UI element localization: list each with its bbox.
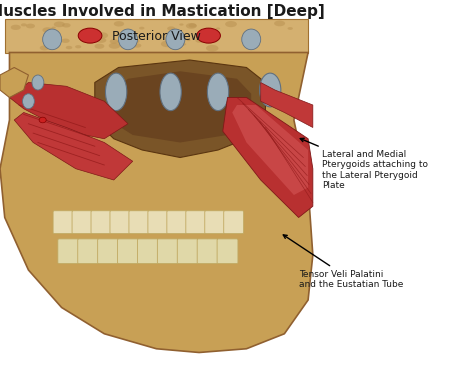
Ellipse shape	[26, 24, 35, 28]
FancyBboxPatch shape	[217, 239, 238, 264]
Ellipse shape	[156, 32, 160, 34]
Ellipse shape	[114, 21, 124, 27]
Ellipse shape	[50, 39, 57, 43]
FancyBboxPatch shape	[118, 239, 138, 264]
Ellipse shape	[216, 27, 220, 30]
Ellipse shape	[197, 28, 220, 43]
Ellipse shape	[242, 29, 261, 50]
Ellipse shape	[54, 21, 65, 27]
Ellipse shape	[105, 73, 127, 111]
Ellipse shape	[179, 23, 183, 26]
FancyBboxPatch shape	[72, 211, 92, 234]
Ellipse shape	[139, 27, 145, 30]
Ellipse shape	[245, 42, 250, 45]
Ellipse shape	[133, 44, 141, 48]
Ellipse shape	[186, 39, 191, 41]
FancyBboxPatch shape	[98, 239, 118, 264]
Ellipse shape	[117, 39, 128, 45]
Ellipse shape	[161, 40, 173, 47]
Ellipse shape	[78, 28, 102, 43]
Ellipse shape	[274, 21, 285, 26]
Polygon shape	[261, 82, 313, 128]
Ellipse shape	[62, 23, 71, 28]
FancyBboxPatch shape	[137, 239, 158, 264]
Ellipse shape	[288, 27, 293, 30]
Ellipse shape	[43, 29, 62, 50]
Ellipse shape	[61, 39, 70, 43]
FancyBboxPatch shape	[110, 211, 130, 234]
FancyBboxPatch shape	[129, 211, 149, 234]
Ellipse shape	[11, 25, 21, 30]
Ellipse shape	[96, 32, 108, 39]
Ellipse shape	[40, 45, 49, 50]
FancyBboxPatch shape	[167, 211, 187, 234]
Ellipse shape	[109, 43, 120, 49]
FancyBboxPatch shape	[186, 211, 206, 234]
Ellipse shape	[42, 27, 53, 33]
Ellipse shape	[160, 73, 181, 111]
Polygon shape	[223, 98, 313, 218]
FancyBboxPatch shape	[157, 239, 178, 264]
FancyBboxPatch shape	[148, 211, 168, 234]
Ellipse shape	[79, 35, 89, 41]
FancyBboxPatch shape	[53, 211, 73, 234]
Ellipse shape	[22, 94, 34, 109]
Ellipse shape	[94, 44, 104, 49]
FancyBboxPatch shape	[91, 211, 111, 234]
FancyBboxPatch shape	[58, 239, 79, 264]
Ellipse shape	[167, 26, 175, 31]
Ellipse shape	[182, 43, 186, 45]
FancyBboxPatch shape	[205, 211, 225, 234]
Text: Posterior View: Posterior View	[112, 30, 201, 43]
Polygon shape	[95, 60, 265, 158]
Text: Muscles Involved in Mastication [Deep]: Muscles Involved in Mastication [Deep]	[0, 4, 325, 19]
FancyBboxPatch shape	[224, 211, 244, 234]
Text: Tensor Veli Palatini
and the Eustatian Tube: Tensor Veli Palatini and the Eustatian T…	[283, 235, 403, 290]
FancyBboxPatch shape	[5, 19, 308, 53]
Polygon shape	[14, 112, 133, 180]
Ellipse shape	[208, 73, 228, 111]
Ellipse shape	[259, 73, 281, 107]
Ellipse shape	[189, 23, 197, 27]
Ellipse shape	[109, 39, 118, 44]
Polygon shape	[0, 68, 28, 98]
Ellipse shape	[186, 23, 197, 29]
Ellipse shape	[206, 45, 219, 51]
Ellipse shape	[96, 38, 106, 43]
Ellipse shape	[195, 38, 204, 43]
Ellipse shape	[179, 44, 184, 46]
Polygon shape	[232, 105, 308, 195]
Ellipse shape	[21, 23, 27, 27]
Polygon shape	[0, 53, 313, 352]
Polygon shape	[109, 71, 251, 142]
Ellipse shape	[118, 29, 137, 50]
FancyBboxPatch shape	[78, 239, 99, 264]
Ellipse shape	[225, 21, 237, 27]
FancyBboxPatch shape	[197, 239, 218, 264]
Ellipse shape	[158, 36, 162, 39]
Ellipse shape	[39, 117, 46, 123]
FancyBboxPatch shape	[177, 239, 198, 264]
Text: Lateral and Medial
Pterygoids attaching to
the Lateral Pterygoid
Plate: Lateral and Medial Pterygoids attaching …	[300, 138, 428, 190]
Ellipse shape	[130, 39, 140, 44]
Ellipse shape	[166, 29, 185, 50]
Ellipse shape	[32, 75, 44, 90]
Polygon shape	[9, 82, 128, 139]
Ellipse shape	[66, 46, 73, 49]
Ellipse shape	[52, 27, 56, 29]
Ellipse shape	[75, 45, 82, 48]
